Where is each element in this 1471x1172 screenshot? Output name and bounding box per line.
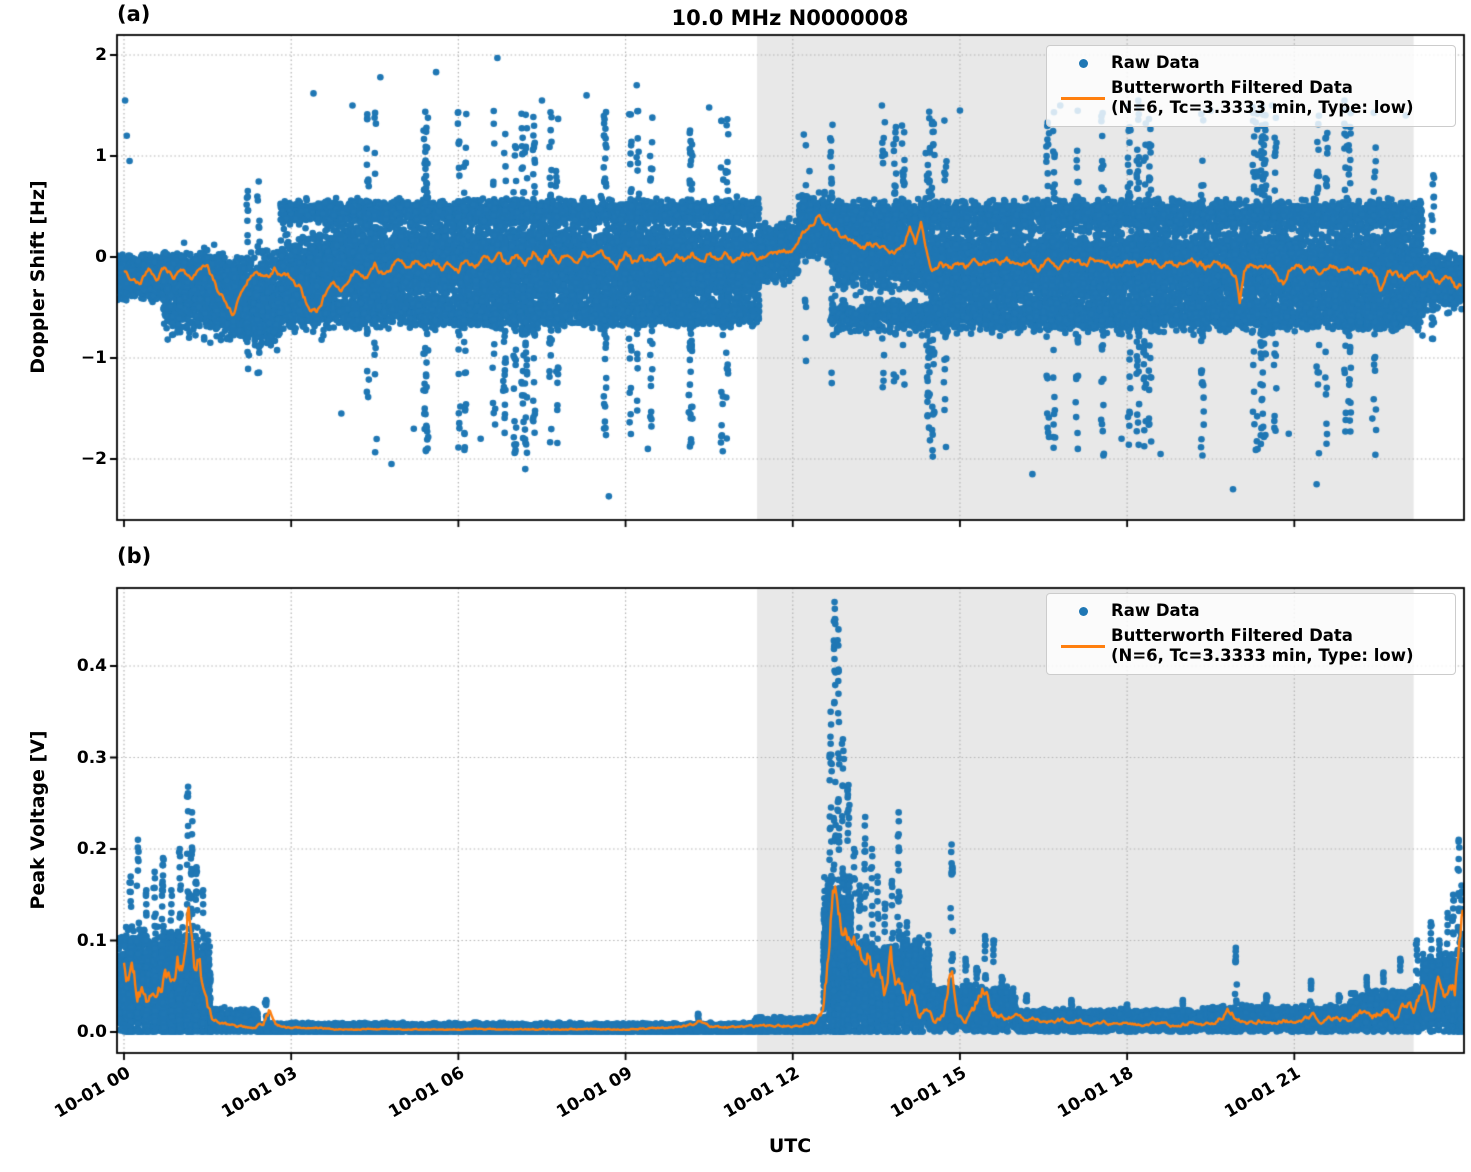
raw-data-dot-icon	[1055, 58, 1111, 68]
legend-item-filtered-data: Butterworth Filtered Data (N=6, Tc=3.333…	[1055, 78, 1445, 119]
filtered-line-icon	[1055, 644, 1111, 648]
legend-filtered-label: Butterworth Filtered Data (N=6, Tc=3.333…	[1111, 625, 1414, 666]
raw-data-dot-icon	[1055, 606, 1111, 616]
legend-item-raw-data: Raw Data	[1055, 53, 1445, 74]
legend-filtered-label: Butterworth Filtered Data (N=6, Tc=3.333…	[1111, 77, 1414, 118]
legend-panel-a: Raw Data Butterworth Filtered Data (N=6,…	[1046, 45, 1456, 127]
panel-b-label: (b)	[117, 544, 152, 568]
ytick-label-panel-a: −2	[80, 449, 107, 469]
ytick-label-panel-b: 0.4	[76, 656, 107, 676]
ytick-label-panel-a: 2	[95, 45, 107, 65]
ylabel-doppler-shift: Doppler Shift [Hz]	[27, 180, 49, 374]
ytick-label-panel-a: 1	[95, 146, 107, 166]
ytick-label-panel-b: 0.2	[76, 839, 107, 859]
legend-raw-label: Raw Data	[1111, 53, 1200, 72]
ytick-label-panel-b: 0.0	[76, 1022, 107, 1042]
ylabel-peak-voltage: Peak Voltage [V]	[27, 730, 49, 910]
ytick-label-panel-a: −1	[80, 348, 107, 368]
legend-item-raw-data: Raw Data	[1055, 601, 1445, 622]
legend-panel-b: Raw Data Butterworth Filtered Data (N=6,…	[1046, 593, 1456, 675]
ytick-label-panel-b: 0.3	[76, 747, 107, 768]
ytick-label-panel-a: 0	[95, 247, 107, 267]
legend-raw-label: Raw Data	[1111, 601, 1200, 620]
panel-a-label: (a)	[117, 2, 151, 26]
filtered-line-icon	[1055, 96, 1111, 100]
xlabel-utc: UTC	[768, 1135, 812, 1157]
ytick-label-panel-b: 0.1	[76, 930, 107, 951]
legend-item-filtered-data: Butterworth Filtered Data (N=6, Tc=3.333…	[1055, 626, 1445, 667]
figure-title: 10.0 MHz N0000008	[671, 6, 909, 30]
